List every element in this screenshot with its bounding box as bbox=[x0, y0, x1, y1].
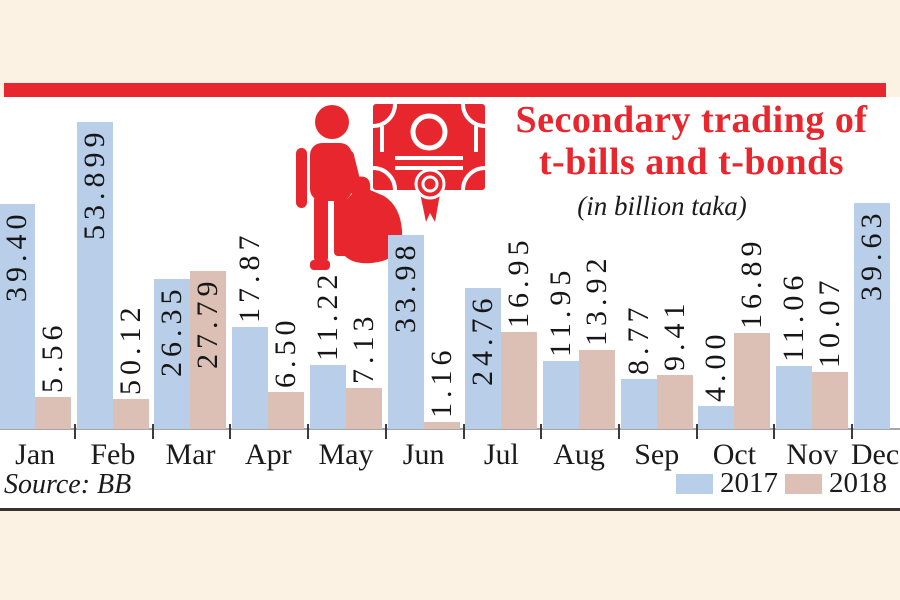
bar-2018-nov bbox=[812, 371, 848, 429]
bar-value-label: 39.40 bbox=[0, 209, 33, 303]
bar-2017-mar bbox=[154, 278, 191, 429]
bar-2018-apr bbox=[268, 391, 305, 429]
bar-2017-jul bbox=[465, 287, 502, 429]
chart-title-line2: t-bills and t-bonds bbox=[538, 141, 845, 183]
x-axis-label-sep: Sep bbox=[634, 438, 680, 471]
bar-value-label: 39.63 bbox=[854, 208, 888, 302]
bar-2018-oct bbox=[734, 332, 771, 429]
bar-value-label: 10.07 bbox=[813, 275, 846, 368]
bar-value-label: 6.50 bbox=[269, 315, 303, 388]
x-axis-label-oct: Oct bbox=[712, 438, 757, 471]
bar-value-label: 27.79 bbox=[191, 276, 225, 369]
bar-2017-dec bbox=[853, 203, 890, 429]
bar-2017-aug bbox=[542, 360, 579, 429]
chart-title: Secondary trading of t-bills and t-bonds bbox=[488, 99, 895, 183]
x-axis-tick bbox=[229, 424, 232, 439]
x-axis-label-jan: Jan bbox=[15, 438, 56, 471]
bar-value-label: 1.16 bbox=[424, 345, 458, 419]
money-bag-and-bond-icon bbox=[296, 103, 486, 270]
bar-value-label: 26.35 bbox=[155, 284, 189, 377]
legend-label-2017: 2017 bbox=[720, 467, 778, 499]
bar-value-label: 11.06 bbox=[777, 270, 810, 362]
source-note: Source: BB bbox=[4, 469, 132, 500]
person-icon bbox=[296, 105, 362, 270]
bar-value-label: 16.95 bbox=[502, 235, 536, 329]
bar-2018-aug bbox=[578, 349, 615, 429]
chart-title-line1: Secondary trading of bbox=[515, 99, 868, 141]
bar-2018-jul bbox=[501, 332, 538, 429]
bar-2017-may bbox=[309, 365, 346, 429]
x-axis-tick bbox=[384, 424, 387, 439]
bar-value-label: 13.92 bbox=[579, 253, 613, 346]
bar-2017-apr bbox=[232, 327, 269, 429]
x-axis-tick bbox=[462, 424, 465, 439]
bar-value-label: 8.77 bbox=[621, 302, 655, 376]
bar-value-label: 17.87 bbox=[233, 230, 267, 324]
x-axis-label-mar: Mar bbox=[165, 438, 216, 471]
bar-value-label: 7.13 bbox=[346, 311, 380, 385]
legend-swatch-2018 bbox=[785, 473, 822, 494]
x-axis-tick bbox=[851, 424, 853, 439]
legend-label-2018: 2018 bbox=[829, 467, 887, 499]
x-axis-label-dec: Dec bbox=[850, 438, 900, 471]
x-axis-tick bbox=[540, 424, 543, 439]
chart-legend: 2017 2018 bbox=[676, 467, 887, 500]
bar-2018-jan bbox=[35, 397, 71, 429]
bar-2017-nov bbox=[776, 365, 812, 429]
bar-2018-feb bbox=[112, 398, 149, 429]
bar-2017-feb bbox=[76, 121, 113, 429]
bar-2018-sep bbox=[656, 375, 693, 429]
x-axis-line bbox=[0, 428, 900, 430]
x-axis-label-apr: Apr bbox=[244, 438, 292, 471]
bar-2018-may bbox=[345, 388, 382, 429]
bar-value-label: 5.56 bbox=[36, 320, 69, 394]
bar-value-label: 4.00 bbox=[699, 329, 733, 403]
x-axis-label-aug: Aug bbox=[553, 438, 605, 471]
bottom-rule bbox=[0, 508, 900, 511]
legend-swatch-2017 bbox=[676, 473, 713, 494]
x-axis-label-jul: Jul bbox=[483, 438, 519, 471]
bar-value-label: 33.98 bbox=[388, 240, 422, 334]
bar-value-label: 53.899 bbox=[77, 127, 111, 240]
x-axis-tick bbox=[74, 424, 76, 439]
x-axis-tick bbox=[617, 424, 620, 439]
bar-value-label: 11.22 bbox=[310, 269, 344, 362]
bar-2017-jan bbox=[0, 204, 35, 429]
bar-value-label: 50.12 bbox=[113, 302, 147, 395]
bar-2018-mar bbox=[190, 270, 227, 429]
x-axis-tick bbox=[151, 424, 154, 439]
bar-2017-jun bbox=[387, 235, 424, 429]
x-axis-tick bbox=[695, 424, 698, 439]
bar-value-label: 16.89 bbox=[735, 236, 769, 329]
x-axis-label-jun: Jun bbox=[402, 438, 445, 471]
bar-value-label: 9.41 bbox=[657, 298, 691, 372]
x-axis-tick bbox=[773, 424, 776, 439]
chart-subtitle: (in billion taka) bbox=[577, 191, 747, 221]
bar-2018-jun bbox=[423, 422, 460, 429]
certificate-icon bbox=[372, 103, 486, 222]
x-axis-label-nov: Nov bbox=[786, 438, 838, 471]
bar-2017-oct bbox=[698, 406, 735, 429]
x-axis-label-feb: Feb bbox=[90, 438, 136, 471]
bar-2017-sep bbox=[620, 379, 657, 429]
top-red-band bbox=[4, 83, 886, 97]
bar-value-label: 24.76 bbox=[466, 293, 500, 386]
x-axis-tick bbox=[307, 424, 310, 439]
money-bag-icon bbox=[337, 176, 403, 264]
bar-value-label: 11.95 bbox=[543, 265, 577, 357]
x-axis-label-may: May bbox=[318, 438, 374, 471]
